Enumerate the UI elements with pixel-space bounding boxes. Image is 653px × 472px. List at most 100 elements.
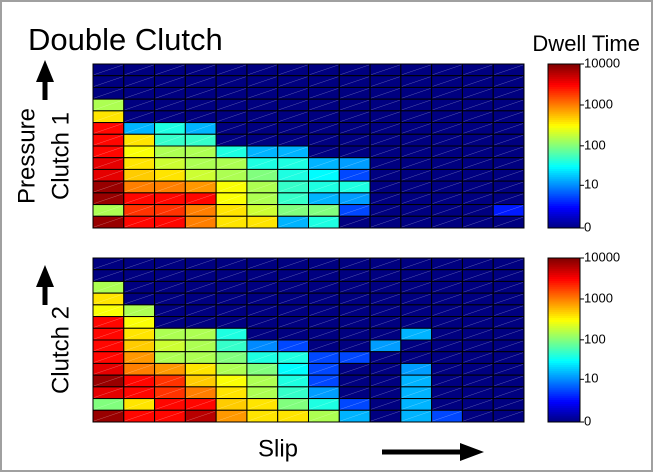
cell-hatch	[463, 258, 493, 269]
colorbar-swatch	[548, 80, 580, 83]
cell-hatch	[93, 193, 123, 204]
cell-hatch	[217, 181, 247, 193]
cell-hatch	[278, 181, 308, 193]
colorbar-swatch	[548, 383, 580, 386]
colorbar-swatch	[548, 317, 580, 320]
colorbar-swatch	[548, 276, 580, 279]
cell-hatch	[217, 282, 247, 293]
cell-hatch	[217, 64, 247, 75]
cell-hatch	[309, 352, 339, 363]
colorbar-swatch	[548, 309, 580, 312]
cell-hatch	[93, 181, 123, 193]
cell-hatch	[278, 270, 308, 281]
cell-hatch	[186, 158, 216, 169]
colorbar-swatch	[548, 413, 580, 417]
cell-hatch	[278, 293, 308, 305]
cell-hatch	[217, 329, 247, 340]
cell-hatch	[401, 399, 431, 410]
cell-hatch	[93, 364, 123, 375]
colorbar-swatch	[548, 305, 580, 308]
cell-hatch	[155, 170, 185, 181]
cell-hatch	[463, 270, 493, 281]
cell-hatch	[340, 76, 370, 87]
cell-hatch	[278, 317, 308, 328]
colorbar-swatch	[548, 370, 580, 374]
cell-hatch	[463, 76, 493, 87]
cell-hatch	[494, 99, 524, 111]
cell-hatch	[155, 364, 185, 375]
cell-hatch	[309, 364, 339, 375]
cell-hatch	[278, 170, 308, 181]
cell-hatch	[93, 170, 123, 181]
cell-hatch	[340, 293, 370, 305]
cell-hatch	[494, 170, 524, 181]
cell-hatch	[309, 158, 339, 169]
cell-hatch	[278, 111, 308, 122]
cell-hatch	[186, 64, 216, 75]
cell-hatch	[186, 270, 216, 281]
cell-hatch	[278, 193, 308, 204]
cell-hatch	[93, 111, 123, 122]
cell-hatch	[186, 329, 216, 340]
cell-hatch	[124, 217, 154, 228]
cell-hatch	[432, 217, 462, 228]
cell-hatch	[432, 305, 462, 316]
colorbar-swatch	[548, 284, 580, 288]
cell-hatch	[247, 170, 277, 181]
cell-hatch	[340, 270, 370, 281]
colorbar-swatch	[548, 264, 580, 267]
cell-hatch	[494, 88, 524, 99]
cell-hatch	[309, 411, 339, 422]
cell-hatch	[463, 411, 493, 422]
colorbar-swatch	[548, 129, 580, 133]
cell-hatch	[247, 217, 277, 228]
cell-hatch	[217, 364, 247, 375]
colorbar-swatch	[548, 415, 580, 419]
cell-hatch	[155, 258, 185, 269]
cell-hatch	[124, 329, 154, 340]
colorbar-swatch	[548, 100, 580, 104]
colorbar-swatch	[548, 119, 580, 122]
cell-hatch	[463, 99, 493, 111]
cell-hatch	[155, 411, 185, 422]
cell-hatch	[309, 64, 339, 75]
cell-hatch	[463, 146, 493, 157]
cell-hatch	[247, 375, 277, 387]
cell-hatch	[278, 88, 308, 99]
cell-hatch	[370, 258, 400, 269]
arrow	[36, 60, 54, 100]
cell-hatch	[124, 99, 154, 111]
cell-hatch	[370, 111, 400, 122]
cell-hatch	[247, 340, 277, 351]
cell-hatch	[494, 329, 524, 340]
cell-hatch	[463, 375, 493, 387]
cell-hatch	[124, 88, 154, 99]
cell-hatch	[370, 399, 400, 410]
colorbar-swatch	[548, 98, 580, 102]
colorbar-swatch	[548, 417, 580, 421]
colorbar-swatch	[548, 84, 580, 88]
colorbar-swatch	[548, 164, 580, 167]
cell-hatch	[432, 317, 462, 328]
colorbar-swatch	[548, 378, 580, 382]
colorbar-swatch	[548, 385, 580, 388]
colorbar-swatch	[548, 301, 580, 304]
cell-hatch	[309, 193, 339, 204]
cell-hatch	[155, 270, 185, 281]
cell-hatch	[340, 205, 370, 216]
cell-hatch	[217, 158, 247, 169]
colorbar-swatch	[548, 403, 580, 407]
cell-hatch	[186, 123, 216, 134]
colorbar-swatch	[548, 280, 580, 284]
cell-hatch	[217, 99, 247, 111]
cell-hatch	[340, 135, 370, 146]
colorbar-swatch	[548, 262, 580, 265]
colorbar-swatch	[548, 364, 580, 368]
cell-hatch	[463, 282, 493, 293]
cell-hatch	[278, 305, 308, 316]
cell-hatch	[340, 170, 370, 181]
colorbar-swatch	[548, 268, 580, 271]
colorbar-swatch	[548, 127, 580, 131]
colorbar-swatch	[548, 352, 580, 355]
cell-hatch	[401, 282, 431, 293]
